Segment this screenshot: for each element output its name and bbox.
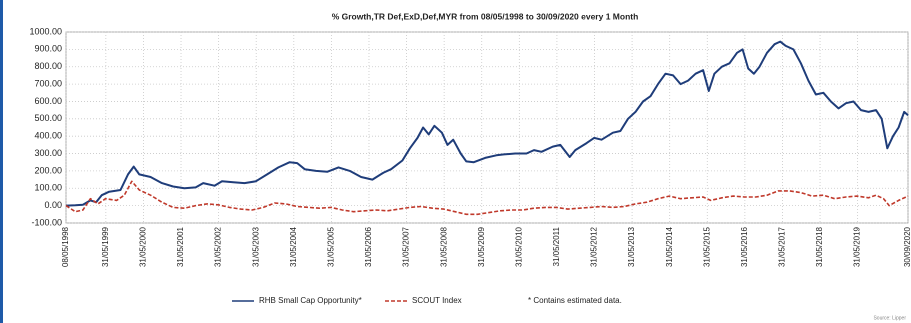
x-tick-label: 31/05/2009 <box>477 226 486 267</box>
x-tick-label: 31/05/2014 <box>665 226 674 267</box>
series-line <box>65 180 909 216</box>
x-tick-label: 31/05/2005 <box>326 226 335 267</box>
x-tick-label: 31/05/2003 <box>251 226 260 267</box>
y-tick-label: 1000.00 <box>29 26 62 36</box>
x-tick-label: 31/05/2013 <box>627 226 636 267</box>
x-tick-label: 31/05/2017 <box>778 226 787 267</box>
x-tick-label: 31/05/2018 <box>815 226 824 267</box>
source: Source: Lipper <box>873 315 906 321</box>
x-tick-label: 31/05/2016 <box>740 226 749 267</box>
series-line <box>65 40 909 207</box>
y-tick-label: 300.00 <box>34 148 62 158</box>
x-tick-label: 31/05/2011 <box>552 226 561 266</box>
y-tick-label: 700.00 <box>34 78 62 88</box>
y-tick-label: 0.00 <box>44 200 62 210</box>
x-tick-label: 31/05/2015 <box>702 226 711 267</box>
y-tick-label: 100.00 <box>34 183 62 193</box>
x-tick-label: 30/09/2020 <box>903 226 911 267</box>
y-tick-label: 200.00 <box>34 165 62 175</box>
legend-label: SCOUT Index <box>412 296 462 305</box>
y-tick-label: 600.00 <box>34 96 62 106</box>
x-tick-label: 31/05/2004 <box>289 226 298 267</box>
left-border <box>0 0 3 323</box>
y-tick-label: 400.00 <box>34 131 62 141</box>
x-tick-label: 31/05/2008 <box>439 226 448 267</box>
legend-label: RHB Small Cap Opportunity* <box>259 296 362 305</box>
x-tick-label: 31/05/2007 <box>402 226 411 267</box>
x-tick-label: 31/05/2000 <box>139 226 148 267</box>
x-tick-label: 31/05/2019 <box>853 226 862 267</box>
x-tick-label: 08/05/1998 <box>61 226 70 267</box>
plot-frame <box>65 31 909 224</box>
x-tick-label: 31/05/2001 <box>176 226 185 267</box>
x-tick-label: 31/05/2006 <box>364 226 373 267</box>
x-tick-label: 31/05/1999 <box>101 226 110 267</box>
x-tick-label: 31/05/2002 <box>214 226 223 267</box>
note: * Contains estimated data. <box>528 296 622 305</box>
y-tick-label: 800.00 <box>34 61 62 71</box>
x-tick-label: 31/05/2012 <box>590 226 599 267</box>
y-tick-label: -100.00 <box>31 217 62 227</box>
y-tick-label: 500.00 <box>34 113 62 123</box>
y-tick-label: 900.00 <box>34 44 62 54</box>
chart-title: % Growth,TR Def,ExD,Def,MYR from 08/05/1… <box>332 11 639 21</box>
x-tick-label: 31/05/2010 <box>514 226 523 267</box>
